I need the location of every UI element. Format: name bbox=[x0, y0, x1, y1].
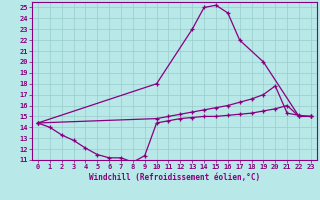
X-axis label: Windchill (Refroidissement éolien,°C): Windchill (Refroidissement éolien,°C) bbox=[89, 173, 260, 182]
